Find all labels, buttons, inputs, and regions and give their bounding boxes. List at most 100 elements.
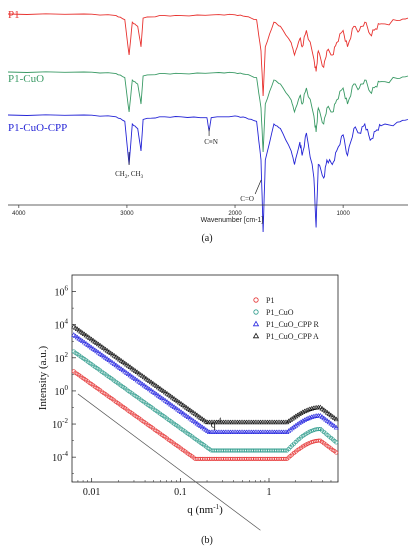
saxs-point bbox=[289, 425, 295, 431]
saxs-point bbox=[178, 401, 184, 406]
saxs-point bbox=[73, 333, 79, 338]
ftir-x-tick-label: 2000 bbox=[228, 211, 242, 217]
saxs-point bbox=[309, 405, 315, 411]
saxs-point bbox=[131, 375, 137, 380]
saxs-point bbox=[154, 383, 160, 388]
saxs-point bbox=[147, 378, 153, 383]
saxs-point bbox=[287, 417, 293, 422]
saxs-point bbox=[80, 338, 86, 344]
saxs-point bbox=[125, 371, 131, 376]
saxs-point bbox=[145, 377, 151, 382]
saxs-point bbox=[95, 349, 101, 355]
saxs-y-tick-label: 106 bbox=[55, 285, 69, 299]
ftir-series-3-line bbox=[7, 114, 409, 233]
ftir-chart: P1 P1-CuO P1-CuO-CPP CH2, CH3 C≡N C=O 4000 30… bbox=[7, 9, 409, 233]
saxs-point bbox=[182, 403, 188, 409]
ftir-series-labels: P1 P1-CuO P1-CuO-CPP bbox=[8, 9, 67, 134]
saxs-point bbox=[196, 413, 202, 419]
saxs-point bbox=[317, 404, 323, 410]
saxs-series-4 bbox=[71, 323, 339, 425]
saxs-point bbox=[187, 407, 193, 413]
saxs-point bbox=[164, 399, 170, 404]
saxs-point bbox=[185, 414, 191, 420]
saxs-point bbox=[115, 363, 121, 369]
saxs-point bbox=[194, 420, 200, 426]
saxs-legend-label: P1_CuO bbox=[266, 308, 294, 317]
saxs-point bbox=[147, 386, 153, 392]
ftir-series-1-line bbox=[7, 13, 409, 97]
ftir-x-ticks: 4000 3000 2000 1000 bbox=[12, 205, 350, 217]
saxs-point bbox=[183, 404, 190, 410]
saxs-point bbox=[316, 438, 321, 443]
ftir-series-1-label: P1 bbox=[8, 9, 20, 21]
saxs-point bbox=[176, 399, 182, 405]
saxs-point bbox=[136, 370, 142, 376]
saxs-point bbox=[152, 390, 158, 395]
saxs-point bbox=[296, 420, 302, 426]
saxs-point bbox=[101, 345, 107, 350]
saxs-point bbox=[201, 417, 207, 423]
saxs-point bbox=[108, 350, 114, 356]
saxs-point bbox=[99, 344, 105, 349]
saxs-point bbox=[331, 415, 337, 420]
ch-annotation-label: CH2, CH3 bbox=[115, 170, 143, 180]
saxs-point bbox=[127, 372, 133, 378]
saxs-point bbox=[132, 368, 138, 373]
saxs-point bbox=[141, 374, 147, 380]
saxs-point bbox=[326, 411, 332, 416]
saxs-point bbox=[302, 408, 308, 414]
saxs-y-tick-label: 104 bbox=[55, 318, 69, 332]
saxs-point bbox=[183, 413, 190, 418]
saxs-q-4-label: q-4 bbox=[211, 416, 222, 430]
saxs-point bbox=[180, 410, 186, 416]
saxs-point bbox=[94, 348, 100, 354]
saxs-point bbox=[83, 332, 89, 338]
saxs-point bbox=[97, 351, 103, 356]
saxs-point bbox=[117, 356, 123, 362]
saxs-point bbox=[319, 414, 325, 419]
saxs-point bbox=[189, 417, 195, 422]
saxs-point bbox=[159, 387, 165, 392]
saxs-point bbox=[284, 429, 290, 435]
saxs-point bbox=[139, 373, 145, 378]
saxs-point bbox=[307, 440, 312, 445]
saxs-point bbox=[187, 415, 193, 421]
saxs-point bbox=[113, 362, 119, 368]
saxs-point bbox=[293, 413, 299, 419]
saxs-point bbox=[317, 412, 323, 418]
saxs-point bbox=[161, 388, 167, 394]
saxs-point bbox=[115, 355, 121, 361]
saxs-point bbox=[110, 360, 116, 365]
saxs-point bbox=[80, 330, 86, 335]
saxs-point bbox=[159, 395, 165, 401]
ftir-series-group bbox=[7, 13, 409, 233]
saxs-point bbox=[101, 353, 107, 359]
saxs-point bbox=[175, 406, 181, 412]
saxs-y-axis-label: Intensity (a.u.) bbox=[37, 345, 49, 410]
saxs-point bbox=[289, 416, 295, 421]
saxs-point bbox=[189, 408, 195, 414]
saxs-x-axis-label: q (nm-1) bbox=[187, 503, 223, 516]
saxs-guide-line: q-4 bbox=[77, 393, 261, 531]
saxs-point bbox=[331, 423, 337, 429]
saxs-point bbox=[298, 410, 304, 416]
saxs-point bbox=[110, 351, 116, 357]
saxs-point bbox=[175, 398, 181, 404]
saxs-point bbox=[302, 417, 308, 422]
saxs-legend-marker bbox=[253, 297, 259, 303]
saxs-point bbox=[309, 428, 314, 433]
saxs-point bbox=[102, 346, 108, 352]
saxs-series-3 bbox=[71, 332, 339, 435]
saxs-chart: q-4 0.01 0.1 1 10-4 10-2 100 102 104 106 P1 P1_C… bbox=[37, 274, 339, 531]
saxs-point bbox=[83, 341, 89, 346]
co-annotation-line bbox=[254, 179, 262, 195]
saxs-point bbox=[127, 364, 133, 369]
saxs-point bbox=[323, 408, 329, 414]
saxs-point bbox=[124, 361, 130, 367]
saxs-point bbox=[293, 422, 299, 428]
saxs-point bbox=[76, 335, 82, 341]
saxs-legend-marker bbox=[253, 309, 259, 315]
saxs-point bbox=[111, 361, 117, 366]
saxs-point bbox=[283, 456, 288, 461]
saxs-point bbox=[309, 440, 314, 445]
